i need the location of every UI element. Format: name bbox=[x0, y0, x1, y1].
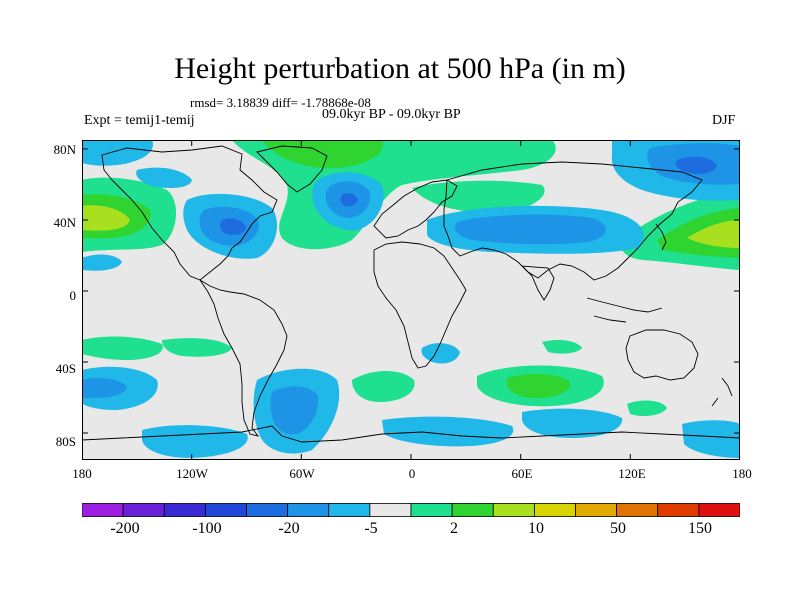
colorbar-label-neg5: -5 bbox=[364, 520, 378, 537]
colorbar bbox=[82, 503, 740, 517]
colorbar-box-14 bbox=[657, 503, 700, 517]
coastline-indonesia bbox=[586, 297, 663, 323]
contour-pos-south-atlantic bbox=[352, 371, 415, 402]
contour-pos-south-pacific bbox=[82, 336, 163, 360]
colorbar-box-7 bbox=[369, 503, 412, 517]
contour-pos-south-aus bbox=[627, 400, 667, 416]
contour-neg-pacific-north bbox=[82, 140, 153, 166]
lon-label-120e: 120E bbox=[618, 466, 646, 481]
colorbar-label-neg200: -200 bbox=[110, 520, 140, 537]
colorbar-box-6 bbox=[328, 503, 371, 517]
contour-pos-south-indian-mid bbox=[507, 373, 571, 398]
lat-label-80n: 80N bbox=[53, 142, 76, 157]
period-text: 09.0kyr BP - 09.0kyr BP bbox=[322, 107, 461, 122]
lon-label-180e: 180 bbox=[732, 466, 752, 481]
lat-label-40s: 40S bbox=[55, 361, 76, 376]
colorbar-box-9 bbox=[451, 503, 494, 517]
coastline-asia bbox=[443, 161, 703, 281]
lat-label-80s: 80S bbox=[55, 434, 76, 449]
colorbar-boxes bbox=[82, 503, 740, 517]
coastline-india bbox=[520, 265, 555, 301]
coastline-layer bbox=[82, 145, 740, 443]
contour-pos-greenland-atlantic bbox=[232, 140, 556, 250]
colorbar-label-10: 10 bbox=[528, 520, 544, 537]
contour-pos-pacific-west-core bbox=[82, 205, 130, 231]
coastline-greenland bbox=[256, 145, 328, 193]
stats-text: rmsd= 3.18839 diff= -1.78868e-08 bbox=[190, 95, 371, 110]
colorbar-box-3 bbox=[204, 503, 247, 517]
lon-label-0: 0 bbox=[408, 466, 416, 481]
colorbar-label-neg20: -20 bbox=[278, 520, 300, 537]
lat-label-0: 0 bbox=[69, 288, 77, 303]
contour-pos-pacific-east-core bbox=[687, 220, 740, 248]
coastline-australia bbox=[625, 329, 699, 381]
colorbar-box-2 bbox=[163, 503, 206, 517]
lat-label-40n: 40N bbox=[53, 215, 76, 230]
contour-neg-eurasia-mid bbox=[454, 214, 606, 245]
contour-neg-africa-south bbox=[421, 343, 460, 364]
lon-label-60e: 60E bbox=[511, 466, 533, 481]
colorbar-label-50: 50 bbox=[610, 520, 626, 537]
coastline-north-america bbox=[101, 145, 278, 281]
lon-label-180w: 180 bbox=[72, 466, 92, 481]
contour-neg-northpacific-east-core bbox=[675, 156, 717, 174]
plot-title: Height perturbation at 500 hPa (in m) bbox=[174, 52, 626, 85]
colorbar-box-4 bbox=[246, 503, 289, 517]
coastline-europe bbox=[373, 179, 458, 239]
colorbar-box-12 bbox=[575, 503, 618, 517]
coastline-japan bbox=[655, 223, 667, 251]
contour-pos-south-pacific-east bbox=[162, 338, 232, 357]
contour-pos-south-sub bbox=[542, 340, 582, 354]
colorbar-label-150: 150 bbox=[688, 520, 712, 537]
contour-neg-atlantic-core bbox=[340, 192, 358, 207]
contour-neg-southern-ocean bbox=[382, 416, 514, 447]
colorbar-box-15 bbox=[698, 503, 740, 517]
coastline-south-america bbox=[199, 279, 288, 437]
contour-neg-southern-ocean-east bbox=[522, 408, 623, 438]
coastline-new-zealand bbox=[711, 377, 733, 407]
contour-neg-namerica-core bbox=[219, 218, 246, 236]
contour-neg-pacific-sub bbox=[82, 254, 122, 271]
season-label: DJF bbox=[712, 113, 736, 128]
lon-label-120w: 120W bbox=[176, 466, 208, 481]
colorbar-box-8 bbox=[410, 503, 453, 517]
axis-ticks bbox=[82, 140, 740, 460]
coastline-antarctica bbox=[82, 425, 740, 443]
experiment-label: Expt = temij1-temij bbox=[84, 113, 195, 128]
colorbar-label-neg100: -100 bbox=[192, 520, 222, 537]
colorbar-label-2: 2 bbox=[450, 520, 458, 537]
contour-neg-pacific-mid bbox=[136, 167, 192, 188]
colorbar-box-5 bbox=[287, 503, 330, 517]
colorbar-box-13 bbox=[616, 503, 659, 517]
lon-label-60w: 60W bbox=[289, 466, 315, 481]
contour-neg-antarctic-east bbox=[682, 420, 740, 458]
colorbar-box-0 bbox=[82, 503, 124, 517]
colorbar-box-1 bbox=[122, 503, 165, 517]
colorbar-box-10 bbox=[492, 503, 535, 517]
contour-neg-south-pacific-mid bbox=[82, 378, 127, 398]
contour-neg-samerica-south-mid bbox=[270, 386, 319, 435]
colorbar-box-11 bbox=[533, 503, 576, 517]
coastline-africa bbox=[373, 241, 467, 369]
map-panel bbox=[82, 140, 740, 460]
